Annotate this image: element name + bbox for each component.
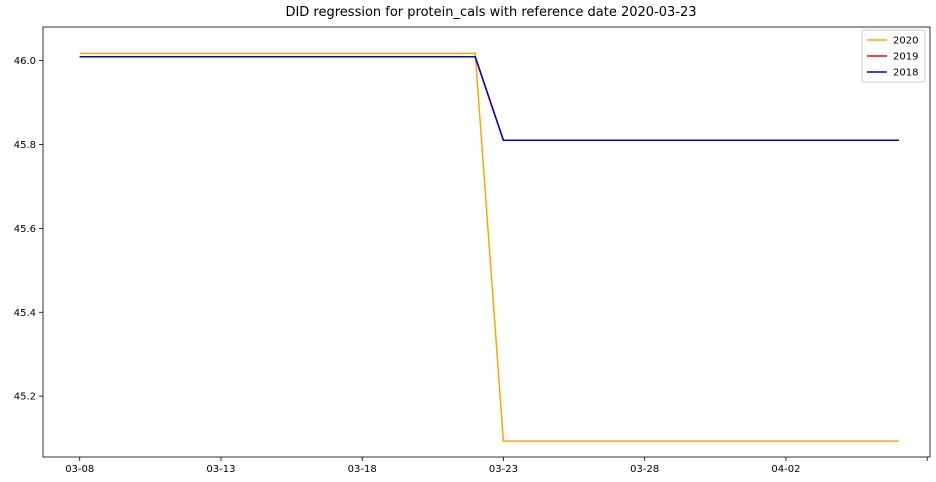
y-tick-label: 45.6 xyxy=(14,224,36,235)
legend-label-2018: 2018 xyxy=(893,68,918,79)
x-tick-label: 03-18 xyxy=(348,464,377,475)
x-tick-label: 03-13 xyxy=(206,464,235,475)
x-tick-label: 03-08 xyxy=(65,464,94,475)
y-tick-label: 45.4 xyxy=(14,308,36,319)
legend-label-2019: 2019 xyxy=(893,52,918,63)
chart-title: DID regression for protein_cals with ref… xyxy=(285,5,696,20)
plot-area xyxy=(79,52,899,442)
x-tick-label: 03-23 xyxy=(489,464,518,475)
y-tick-label: 46.0 xyxy=(14,56,36,67)
legend-label-2020: 2020 xyxy=(893,36,918,47)
series-line-2018 xyxy=(79,56,899,142)
x-tick-label: 03-28 xyxy=(630,464,659,475)
x-tick-label: 04-02 xyxy=(771,464,800,475)
axes: 03-08 03-13 03-18 03-23 03-28 04-02 45.2 45.4 45… xyxy=(14,26,931,475)
legend: 2020 2019 2018 xyxy=(861,29,926,83)
axes-frame xyxy=(42,26,931,458)
y-tick-label: 45.8 xyxy=(14,140,36,151)
legend-box xyxy=(861,29,926,83)
series-line-2020 xyxy=(79,52,899,442)
y-tick-label: 45.2 xyxy=(14,392,36,403)
